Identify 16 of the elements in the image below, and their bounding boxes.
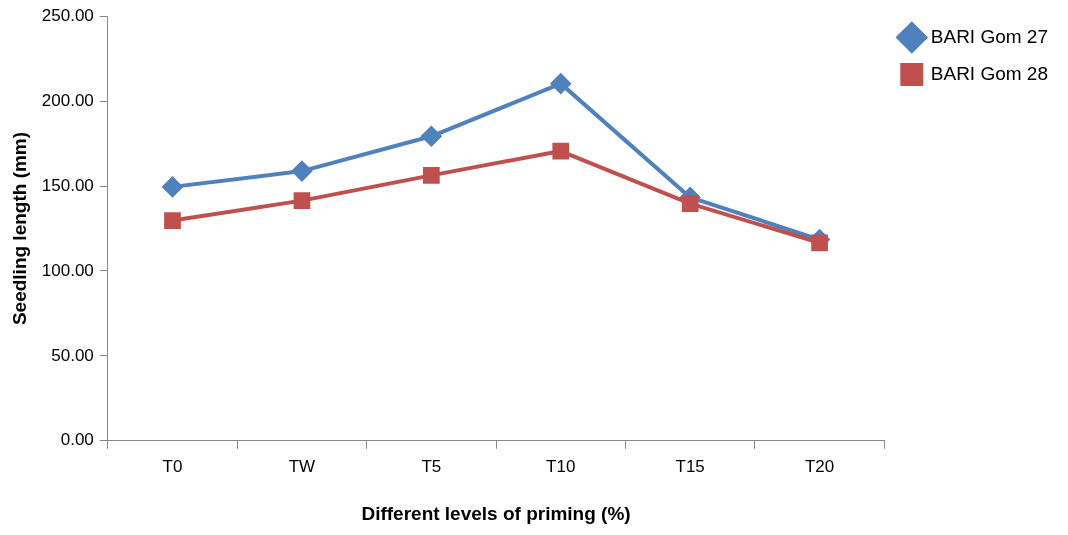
- y-tick-label: 50.00: [51, 345, 94, 365]
- legend-label: BARI Gom 28: [930, 62, 1049, 84]
- legend-label: BARI Gom 27: [930, 25, 1049, 47]
- x-tick-label: T15: [675, 456, 705, 476]
- x-tick-label: T0: [162, 456, 183, 476]
- y-tick-label: 250.00: [41, 5, 94, 25]
- x-tick-label: T5: [421, 456, 442, 476]
- y-tick-label: 100.00: [41, 260, 94, 280]
- x-tick-label: T10: [546, 456, 576, 476]
- y-tick-label: 0.00: [60, 430, 94, 450]
- y-tick-label: 200.00: [41, 90, 94, 110]
- y-axis-title: Seedling length (mm): [8, 131, 30, 326]
- y-tick-label: 150.00: [41, 175, 94, 195]
- x-axis-title: Different levels of priming (%): [361, 502, 631, 524]
- x-tick-label: TW: [288, 456, 316, 476]
- x-tick-label: T20: [804, 456, 835, 476]
